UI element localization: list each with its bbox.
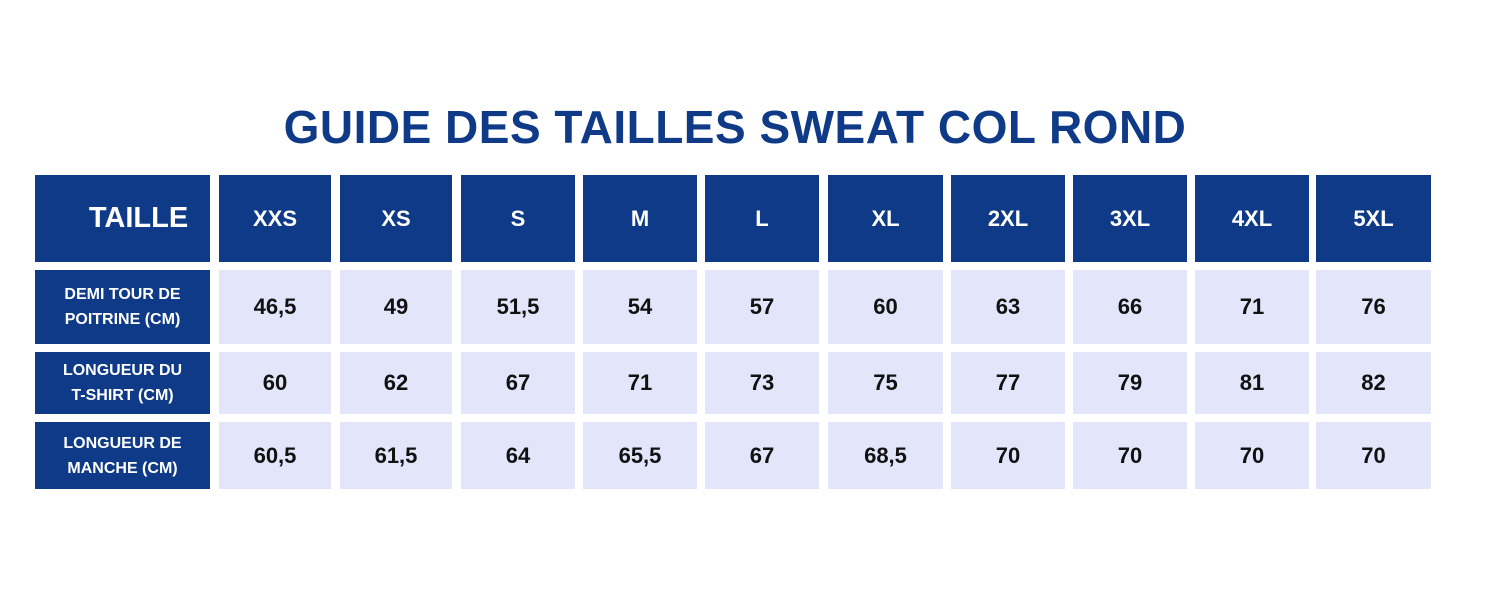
table-cell: 77: [951, 352, 1065, 414]
column-header: 3XL: [1073, 175, 1187, 262]
table-cell: 63: [951, 270, 1065, 344]
cell-value: 60: [873, 294, 898, 319]
cell-value: 68,5: [864, 442, 907, 468]
table-cell: 61,5: [340, 422, 452, 489]
column-header-text: TAILLE: [88, 202, 189, 234]
table-cell: 73: [705, 352, 819, 414]
column-header: 5XL: [1316, 175, 1431, 262]
cell-value: 51,5: [496, 294, 540, 319]
column-header-text: M: [630, 205, 650, 231]
row-label-line: DEMI TOUR DE: [64, 286, 181, 303]
column-header-text: S: [510, 205, 526, 231]
cell-value: 62: [383, 370, 409, 395]
column-header-text: XXS: [252, 205, 298, 231]
cell-value: 70: [1361, 442, 1386, 468]
cell-value: 76: [1361, 294, 1386, 319]
table-cell: 79: [1073, 352, 1187, 414]
cell-value: 64: [505, 442, 531, 468]
table-cell: 66: [1073, 270, 1187, 344]
table-cell: 67: [461, 352, 575, 414]
row-label-line: LONGUEUR DE: [63, 434, 182, 452]
table-cell: 76: [1316, 270, 1431, 344]
column-header-text: 4XL: [1231, 205, 1273, 231]
column-header-text: 3XL: [1109, 205, 1151, 231]
column-header: XL: [828, 175, 943, 262]
table-cell: 82: [1316, 352, 1431, 414]
table-cell: 70: [951, 422, 1065, 489]
cell-value: 71: [1239, 294, 1265, 319]
column-header: XS: [340, 175, 452, 262]
cell-value: 67: [749, 442, 775, 468]
table-cell: 65,5: [583, 422, 697, 489]
cell-value: 81: [1239, 370, 1265, 395]
cell-value: 75: [873, 370, 898, 395]
cell-value: 46,5: [253, 294, 297, 319]
cell-value: 57: [749, 294, 775, 319]
column-header-text: L: [755, 205, 769, 231]
table-cell: 68,5: [828, 422, 943, 489]
cell-value: 54: [627, 294, 653, 319]
row-label-line: POITRINE (CM): [64, 311, 181, 328]
column-header: XXS: [219, 175, 331, 262]
table-cell: 70: [1316, 422, 1431, 489]
table-cell: 49: [340, 270, 452, 344]
column-header-text: 5XL: [1353, 205, 1394, 231]
cell-value: 70: [1117, 442, 1143, 468]
cell-value: 82: [1361, 370, 1386, 395]
column-header-text: 2XL: [987, 205, 1029, 231]
column-header: M: [583, 175, 697, 262]
cell-value: 63: [995, 294, 1021, 319]
cell-value: 70: [1239, 442, 1265, 468]
cell-value: 60,5: [253, 442, 297, 468]
table-cell: 46,5: [219, 270, 331, 344]
table-cell: 54: [583, 270, 697, 344]
column-header: S: [461, 175, 575, 262]
cell-value: 60: [262, 370, 288, 395]
table-cell: 75: [828, 352, 943, 414]
cell-value: 79: [1117, 370, 1143, 395]
table-cell: 60: [219, 352, 331, 414]
column-header: 4XL: [1195, 175, 1309, 262]
cell-value: 49: [383, 294, 409, 319]
table-cell: 60: [828, 270, 943, 344]
table-cell: 81: [1195, 352, 1309, 414]
cell-value: 61,5: [374, 442, 418, 468]
column-header-text: XL: [871, 205, 900, 231]
cell-value: 77: [995, 370, 1021, 395]
table-cell: 57: [705, 270, 819, 344]
cell-value: 71: [627, 370, 653, 395]
table-cell: 71: [1195, 270, 1309, 344]
row-label: LONGUEUR DU T-SHIRT (CM): [35, 352, 210, 414]
table-cell: 64: [461, 422, 575, 489]
title: GUIDE DES TAILLES SWEAT COL ROND: [283, 101, 1187, 153]
table-cell: 70: [1073, 422, 1187, 489]
cell-value: 73: [749, 370, 775, 395]
row-label: DEMI TOUR DE POITRINE (CM): [35, 270, 210, 344]
row-label: LONGUEUR DE MANCHE (CM): [35, 422, 210, 489]
table-cell: 60,5: [219, 422, 331, 489]
row-label-line: LONGUEUR DU: [62, 362, 183, 379]
cell-value: 67: [505, 370, 531, 395]
cell-value: 70: [995, 442, 1021, 468]
row-label-line: T-SHIRT (CM): [71, 387, 174, 404]
table-cell: 67: [705, 422, 819, 489]
column-header-text: XS: [381, 205, 411, 231]
column-header: 2XL: [951, 175, 1065, 262]
table-cell: 62: [340, 352, 452, 414]
column-header: L: [705, 175, 819, 262]
cell-value: 66: [1117, 294, 1143, 319]
table-cell: 71: [583, 352, 697, 414]
table-cell: 51,5: [461, 270, 575, 344]
cell-value: 65,5: [618, 442, 662, 468]
column-header: TAILLE: [35, 175, 210, 262]
table-cell: 70: [1195, 422, 1309, 489]
row-label-line: MANCHE (CM): [67, 459, 178, 477]
